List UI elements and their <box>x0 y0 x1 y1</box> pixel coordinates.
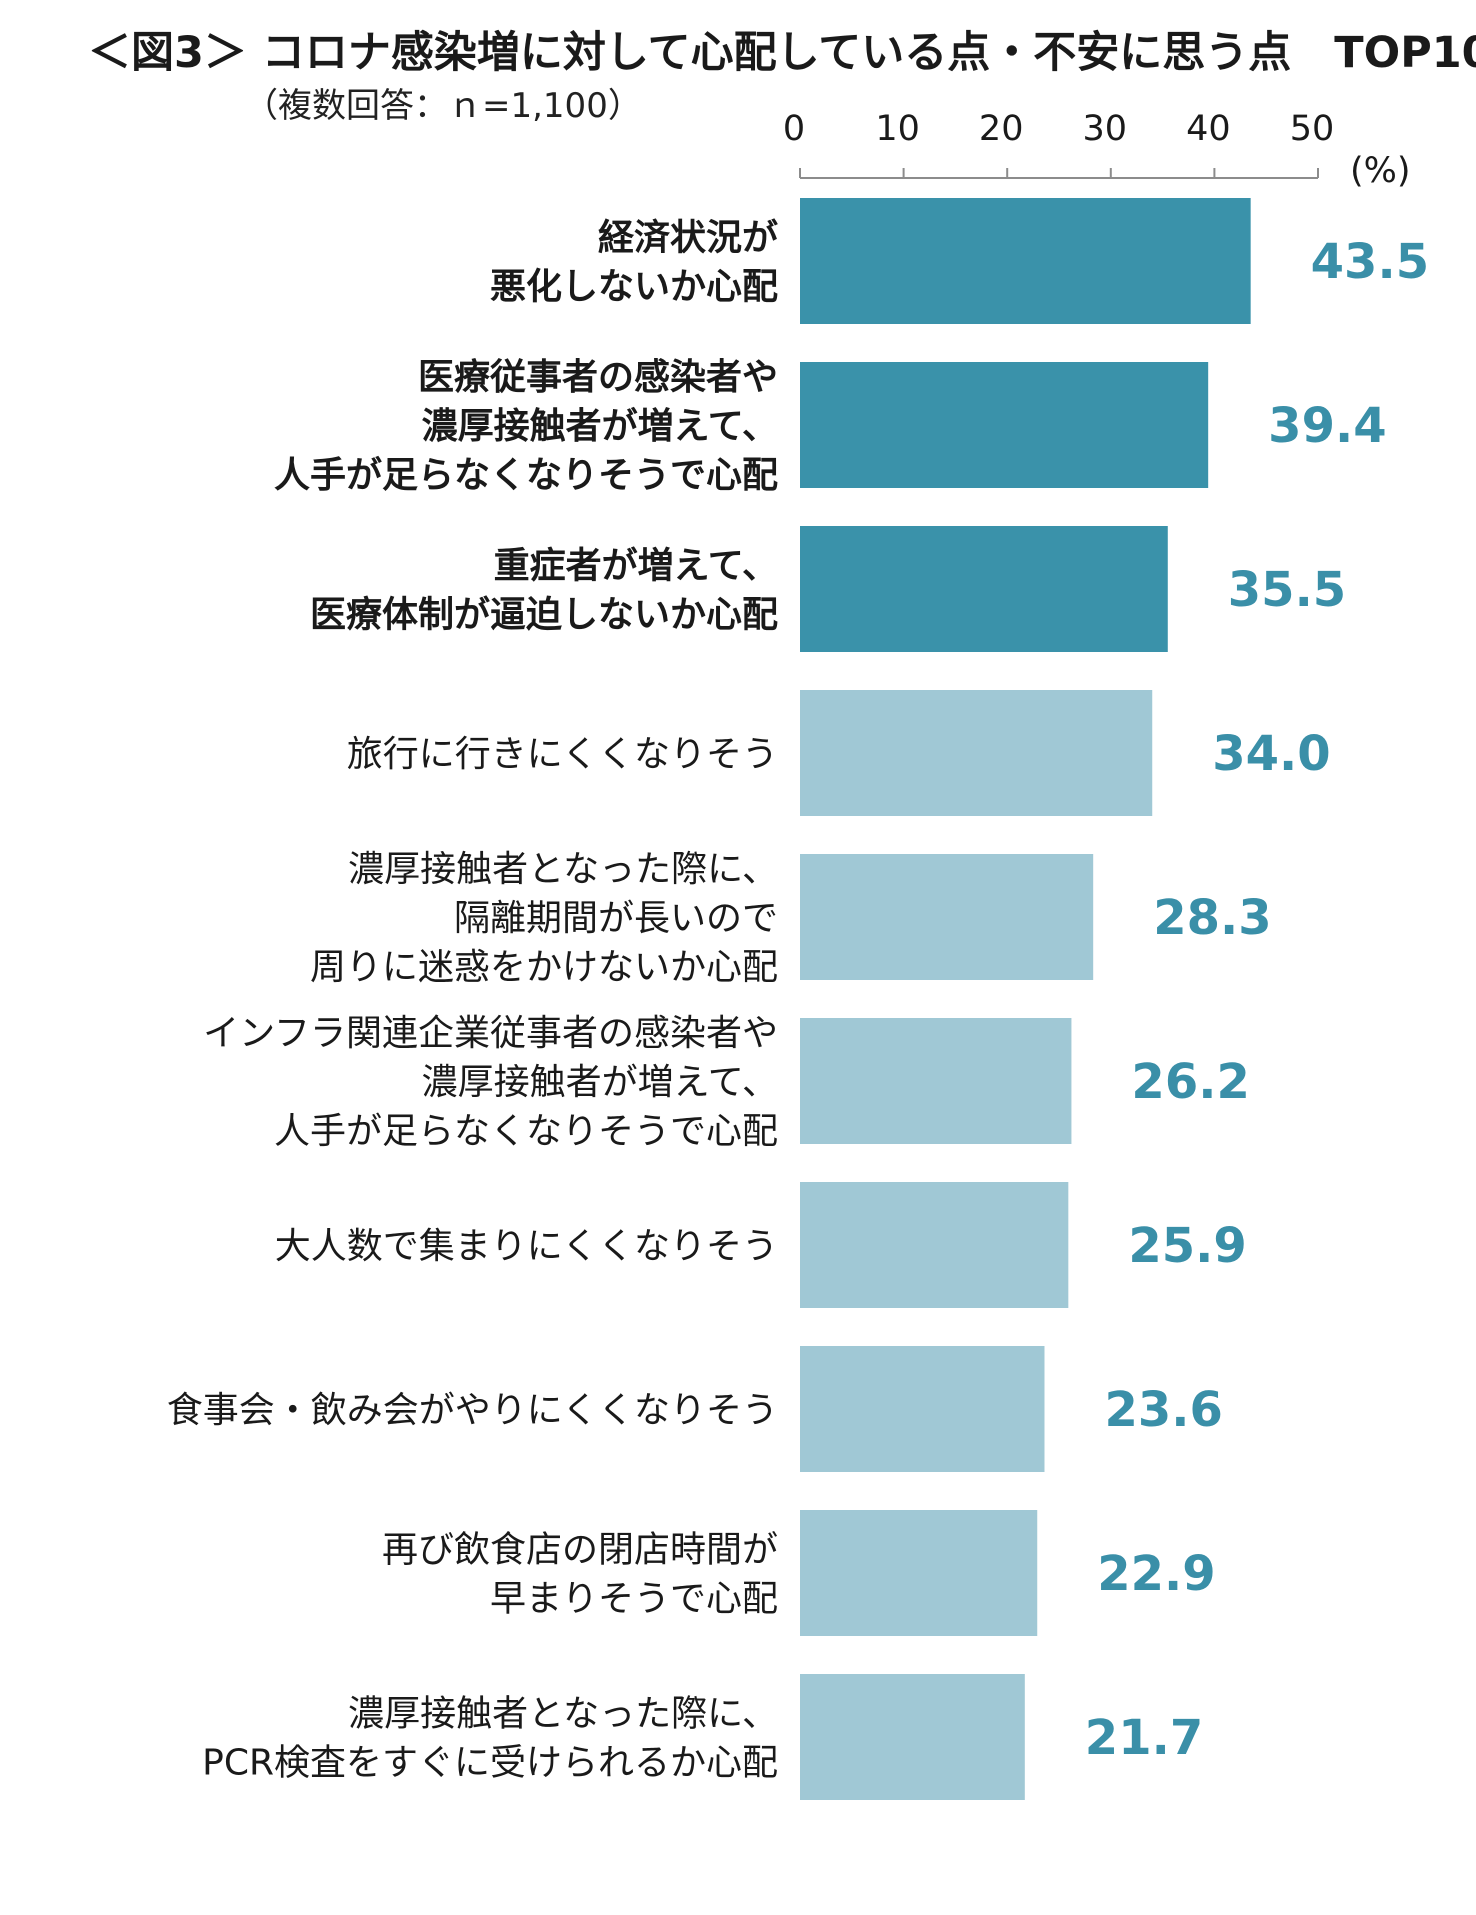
value-label: 21.7 <box>1085 1710 1203 1766</box>
chart-subtitle: （複数回答：ｎ=1,100） <box>244 86 642 126</box>
category-label: 濃厚接触者となった際に、 <box>348 1694 778 1735</box>
bar <box>800 526 1168 652</box>
bar <box>800 1182 1069 1308</box>
value-label: 22.9 <box>1097 1546 1215 1602</box>
value-label: 23.6 <box>1104 1382 1222 1438</box>
category-label: 大人数で集まりにくくなりそう <box>275 1226 778 1267</box>
x-tick-label: 20 <box>979 109 1024 149</box>
category-label: 人手が足らなくなりそうで心配 <box>274 455 778 496</box>
category-label: 医療従事者の感染者や <box>418 357 778 398</box>
bar <box>800 1674 1025 1800</box>
category-label: 再び飲食店の閉店時間が <box>382 1530 778 1571</box>
value-label: 25.9 <box>1128 1218 1246 1274</box>
category-label: 周りに迷惑をかけないか心配 <box>310 947 778 988</box>
category-label: インフラ関連企業従事者の感染者や <box>203 1013 778 1054</box>
category-label: 医療体制が逼迫しないか心配 <box>310 595 778 636</box>
bar <box>800 1018 1072 1144</box>
category-label: 旅行に行きにくくなりそう <box>347 734 778 775</box>
category-label: 経済状況が <box>598 218 778 259</box>
category-label: 濃厚接触者が増えて、 <box>422 406 778 447</box>
x-tick-label: 0 <box>783 109 805 149</box>
category-label: 重症者が増えて、 <box>494 546 778 587</box>
x-tick-label: 50 <box>1290 109 1335 149</box>
unit-label: (%) <box>1350 151 1411 191</box>
value-label: 26.2 <box>1131 1054 1249 1110</box>
x-tick-label: 30 <box>1083 109 1128 149</box>
bar <box>800 1346 1045 1472</box>
value-label: 43.5 <box>1311 234 1429 290</box>
x-tick-label: 40 <box>1186 109 1231 149</box>
chart-title: ＜図3＞ コロナ感染増に対して心配している点・不安に思う点 TOP10 <box>88 28 1476 78</box>
x-tick-label: 10 <box>875 109 920 149</box>
bar <box>800 854 1094 980</box>
value-label: 34.0 <box>1212 726 1330 782</box>
category-label: PCR検査をすぐに受けられるか心配 <box>202 1743 778 1784</box>
value-label: 35.5 <box>1228 562 1346 618</box>
value-label: 39.4 <box>1268 398 1386 454</box>
bar <box>800 198 1251 324</box>
category-label: 悪化しないか心配 <box>490 267 778 308</box>
category-label: 早まりそうで心配 <box>490 1579 778 1620</box>
category-label: 人手が足らなくなりそうで心配 <box>274 1111 778 1152</box>
bar <box>800 362 1209 488</box>
category-label: 濃厚接触者となった際に、 <box>348 849 778 890</box>
category-label: 隔離期間が長いので <box>454 898 778 939</box>
value-label: 28.3 <box>1153 890 1271 946</box>
bar <box>800 690 1153 816</box>
category-label: 食事会・飲み会がやりにくくなりそう <box>167 1390 778 1431</box>
bar <box>800 1510 1038 1636</box>
category-label: 濃厚接触者が増えて、 <box>422 1062 778 1103</box>
